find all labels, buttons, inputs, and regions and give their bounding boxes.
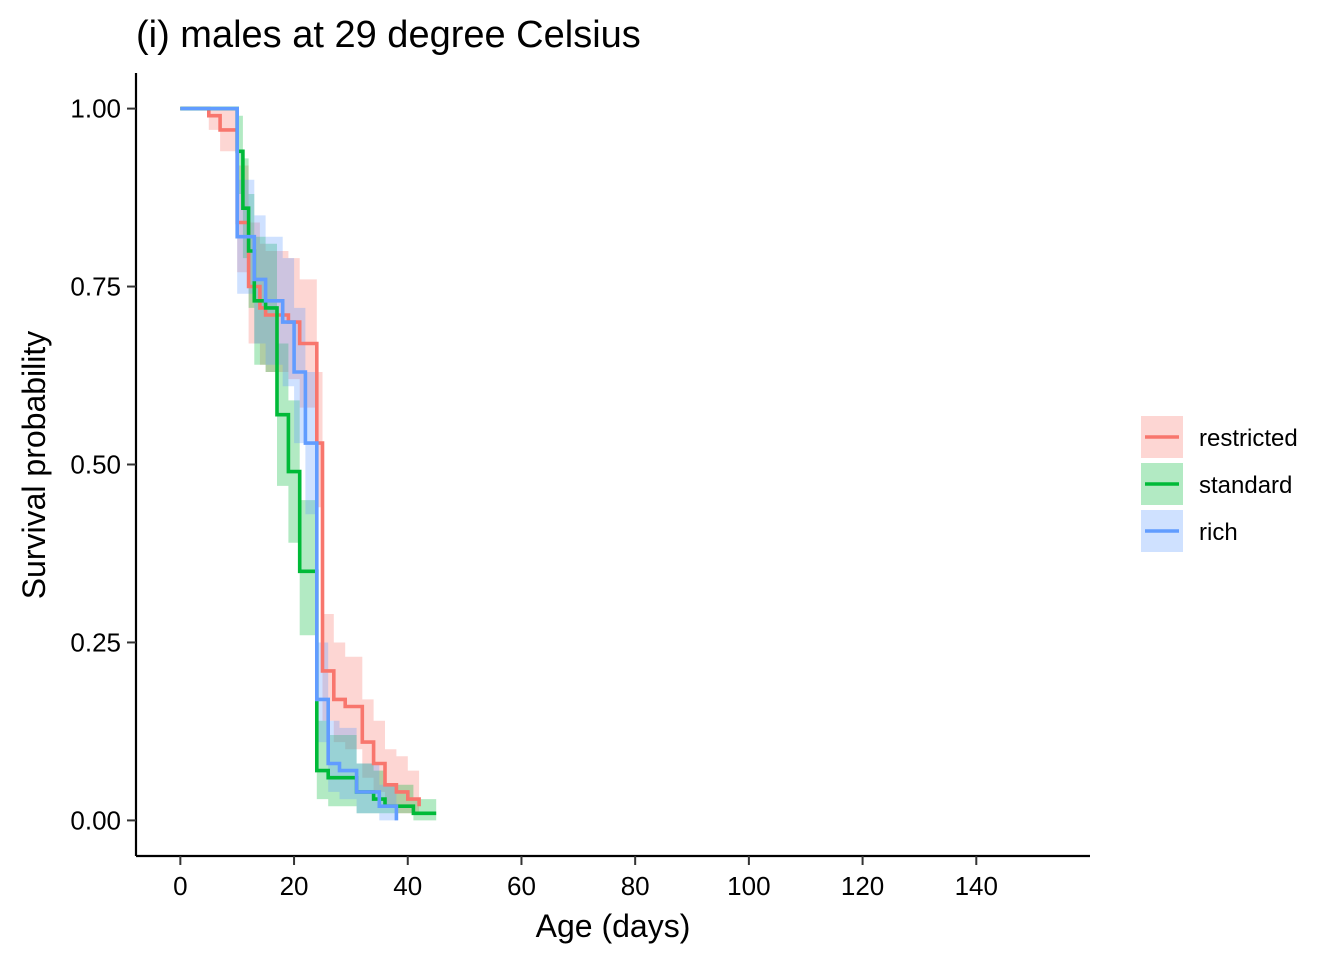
x-axis-title: Age (days) (536, 908, 691, 944)
y-axis-ticks: 0.00 0.25 0.50 0.75 1.00 (70, 94, 136, 835)
legend-label: standard (1199, 472, 1292, 499)
legend: restricted standard rich (1141, 416, 1298, 552)
x-tick-label: 0 (173, 871, 187, 901)
legend-label: restricted (1199, 425, 1298, 452)
x-tick-label: 80 (621, 871, 650, 901)
survival-line-rich (180, 106, 399, 821)
y-tick-label: 0.25 (70, 627, 121, 657)
legend-label: rich (1199, 519, 1238, 546)
y-tick-label: 0.00 (70, 805, 121, 835)
legend-item-standard: standard (1141, 463, 1292, 505)
x-axis-ticks: 0 20 40 60 80 100 120 140 (173, 856, 998, 901)
x-tick-label: 140 (955, 871, 998, 901)
y-axis-title: Survival probability (16, 331, 52, 600)
x-tick-label: 120 (841, 871, 884, 901)
chart-title: (i) males at 29 degree Celsius (136, 14, 641, 56)
y-tick-label: 1.00 (70, 94, 121, 124)
survival-line-standard (180, 106, 437, 816)
y-tick-label: 0.75 (70, 272, 121, 302)
legend-item-restricted: restricted (1141, 416, 1298, 458)
x-tick-label: 60 (507, 871, 536, 901)
x-tick-label: 40 (393, 871, 422, 901)
x-tick-label: 20 (280, 871, 309, 901)
x-tick-label: 100 (727, 871, 770, 901)
survival-line-restricted (180, 106, 421, 807)
legend-item-rich: rich (1141, 510, 1238, 552)
y-tick-label: 0.50 (70, 450, 121, 480)
confidence-bands (180, 108, 437, 821)
survival-curves (180, 106, 437, 821)
